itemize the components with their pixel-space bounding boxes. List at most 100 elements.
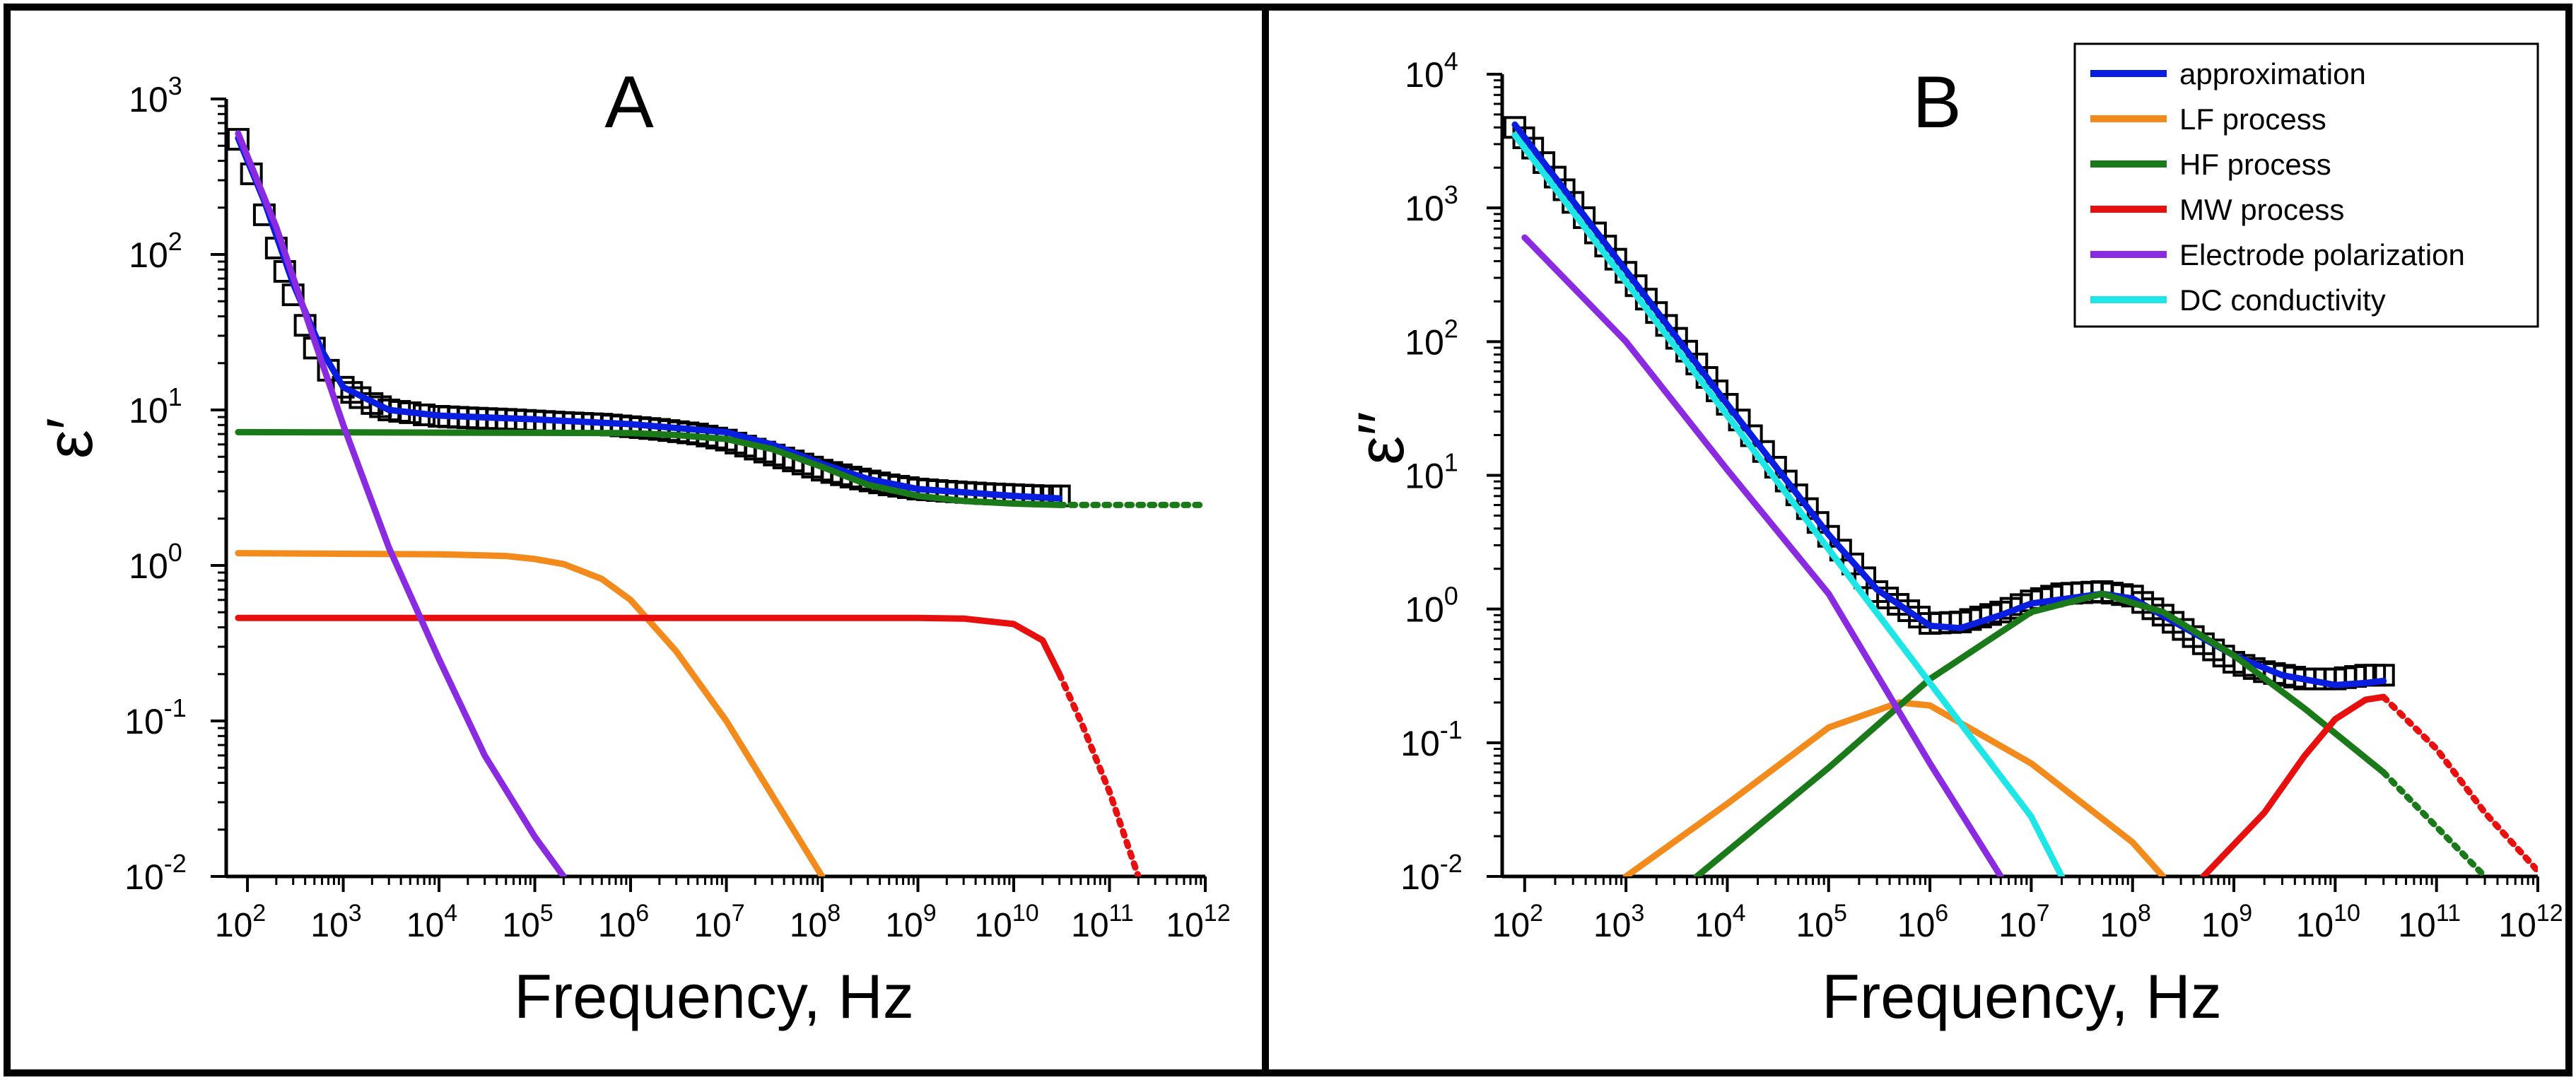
panel-a-y-tick-exp: 0	[168, 538, 182, 567]
panel-b-series-mw-process-extrapolation	[2380, 693, 2538, 874]
panel-b-x-tick-exp: 12	[2536, 900, 2563, 927]
panel-a-x-tick-label: 102	[215, 900, 266, 944]
panel-a-title: A	[604, 61, 654, 143]
panel-b-y-tick-base: 10	[1400, 857, 1440, 897]
panel-a-x-tick-base: 10	[598, 907, 636, 944]
panel-b-y-tick-label: 101	[1405, 448, 1458, 496]
panel-a-x-axis-title: Frequency, Hz	[514, 961, 914, 1031]
panel-b-y-tick-label: 10-1	[1400, 715, 1463, 763]
panel-a-y-tick-exp: 2	[168, 227, 182, 256]
panel-b-x-tick-base: 10	[1694, 907, 1732, 944]
panel-a-x-tick-label: 103	[310, 900, 361, 944]
panel-b-series-hf-process	[1693, 590, 2387, 876]
panel-b-x-tick-exp: 7	[2037, 900, 2050, 927]
panel-a-y-tick-base: 10	[129, 80, 168, 119]
panel-b-y-tick-exp: -2	[1440, 849, 1463, 878]
panel-b-x-tick-exp: 10	[2334, 900, 2360, 927]
panel-a-series-lf-process	[235, 550, 826, 876]
panel-b-legend: approximation LF process HF process MW proc…	[2073, 42, 2539, 328]
panel-a-y-tick-label: 10-2	[124, 849, 187, 897]
panel-a-x-tick-base: 10	[693, 907, 731, 944]
panel-b-x-tick-exp: 3	[1631, 900, 1644, 927]
panel-b-x-tick-base: 10	[2100, 907, 2138, 944]
panel-b-x-tick-label: 107	[1998, 900, 2049, 944]
panel-a-x-tick-label: 108	[790, 900, 841, 944]
panel-a-y-tick-exp: -2	[164, 849, 187, 878]
panel-b-x-tick-base: 10	[1492, 907, 1530, 944]
panel-a-x-tick-label: 104	[406, 900, 457, 944]
panel-b-x-tick-base: 10	[2498, 907, 2536, 944]
panel-b-legend-label: Electrode polarization	[2179, 238, 2465, 271]
panel-b-y-tick-exp: 2	[1444, 314, 1458, 343]
panel-a-y-tick-exp: -1	[164, 693, 187, 722]
panel-b-series-approximation	[1511, 121, 2387, 688]
panel-b-data-point	[1854, 566, 1877, 589]
panel-b-y-tick-exp: 3	[1444, 180, 1458, 209]
panel-a-y-tick-base: 10	[129, 546, 168, 586]
panel-b-x-tick-exp: 9	[2239, 900, 2252, 927]
panel-b-series-mw-process	[2200, 693, 2387, 876]
panel-b-y-tick-exp: 4	[1444, 47, 1458, 76]
panel-b-series-lf-process	[1622, 699, 2167, 876]
panel-a-y-tick-base: 10	[124, 702, 164, 741]
panel-a-y-tick-base: 10	[124, 857, 164, 897]
panel-b-title: B	[1912, 61, 1961, 143]
panel-a-x-tick-label: 106	[598, 900, 649, 944]
panel-b-x-tick-base: 10	[2296, 907, 2334, 944]
panel-b-y-tick-base: 10	[1405, 457, 1444, 496]
panel-a-series-approximation	[235, 134, 1063, 502]
panel-b-y-tick-exp: -1	[1440, 715, 1463, 744]
panel-b-series-electrode-polarization	[1521, 234, 2004, 876]
panel-b-x-tick-label: 106	[1897, 900, 1948, 944]
panel-a-x-tick-label: 1012	[1166, 900, 1230, 944]
panel-a-y-tick-label: 102	[129, 227, 182, 275]
panel-b-x-tick-exp: 5	[1834, 900, 1847, 927]
panel-b-x-tick-base: 10	[1897, 907, 1935, 944]
panel-a-x-tick-label: 105	[502, 900, 553, 944]
panel-a-series-electrode-polarization	[235, 130, 567, 876]
panel-a-x-tick-exp: 10	[1012, 900, 1039, 927]
panel-a-x-tick-exp: 7	[732, 900, 745, 927]
panel-b-y-axis-title: ε′′	[1345, 411, 1417, 465]
panel-b-series-group	[1503, 116, 2538, 876]
panel-b-x-tick-label: 105	[1796, 900, 1847, 944]
panel-a-x-tick-base: 10	[1166, 907, 1203, 944]
panel-b-y-tick-label: 103	[1405, 180, 1458, 228]
panel-b-x-tick-label: 108	[2100, 900, 2151, 944]
panel-b-series-hf-process-extrapolation	[2380, 769, 2488, 876]
panel-a-y-tick-base: 10	[129, 235, 168, 275]
panel-b-legend-label: approximation	[2179, 57, 2366, 90]
panel-b-y-tick-base: 10	[1405, 189, 1444, 228]
panel-b-x-tick-label: 1011	[2398, 900, 2461, 944]
panel-a-y-axis-title: ε′	[34, 418, 106, 459]
panel-b-series-dc-conductivity	[1511, 131, 2065, 876]
panel-b-y-tick-label: 10-2	[1400, 849, 1463, 897]
panel-b-x-tick-exp: 4	[1733, 900, 1746, 927]
panel-a-y-tick-base: 10	[129, 391, 168, 430]
panel-a-x-tick-exp: 12	[1204, 900, 1231, 927]
panel-b-x-tick-exp: 8	[2138, 900, 2151, 927]
panel-a-y-tick-exp: 1	[168, 382, 182, 411]
panel-a-x-tick-exp: 6	[636, 900, 649, 927]
panel-a-x-tick-base: 10	[1071, 907, 1108, 944]
panel-a-x-tick-base: 10	[310, 907, 348, 944]
panel-b-legend-box	[2073, 42, 2539, 328]
panel-b-x-tick-label: 1010	[2296, 900, 2360, 944]
panel-a-x-tick-exp: 4	[444, 900, 457, 927]
panel-b-x-tick-label: 104	[1694, 900, 1745, 944]
panel-b-y-tick-base: 10	[1405, 590, 1444, 630]
panel-b-data-point	[2372, 664, 2395, 687]
panel-a-series-mw-process-extrapolation	[1056, 671, 1142, 876]
panel-a-x-tick-exp: 3	[349, 900, 362, 927]
panel-b-y-tick-label: 100	[1405, 582, 1458, 630]
panel-a-frame	[4, 4, 1269, 1076]
panel-b-x-tick-label: 1012	[2498, 900, 2563, 944]
panel-a-x-tick-base: 10	[885, 907, 923, 944]
panel-b-legend-label: LF process	[2179, 102, 2326, 136]
panel-a-x-tick-base: 10	[790, 907, 827, 944]
panel-a-x-tick-exp: 5	[540, 900, 554, 927]
panel-b-x-tick-base: 10	[2201, 907, 2239, 944]
panel-b-x-tick-base: 10	[2398, 907, 2435, 944]
